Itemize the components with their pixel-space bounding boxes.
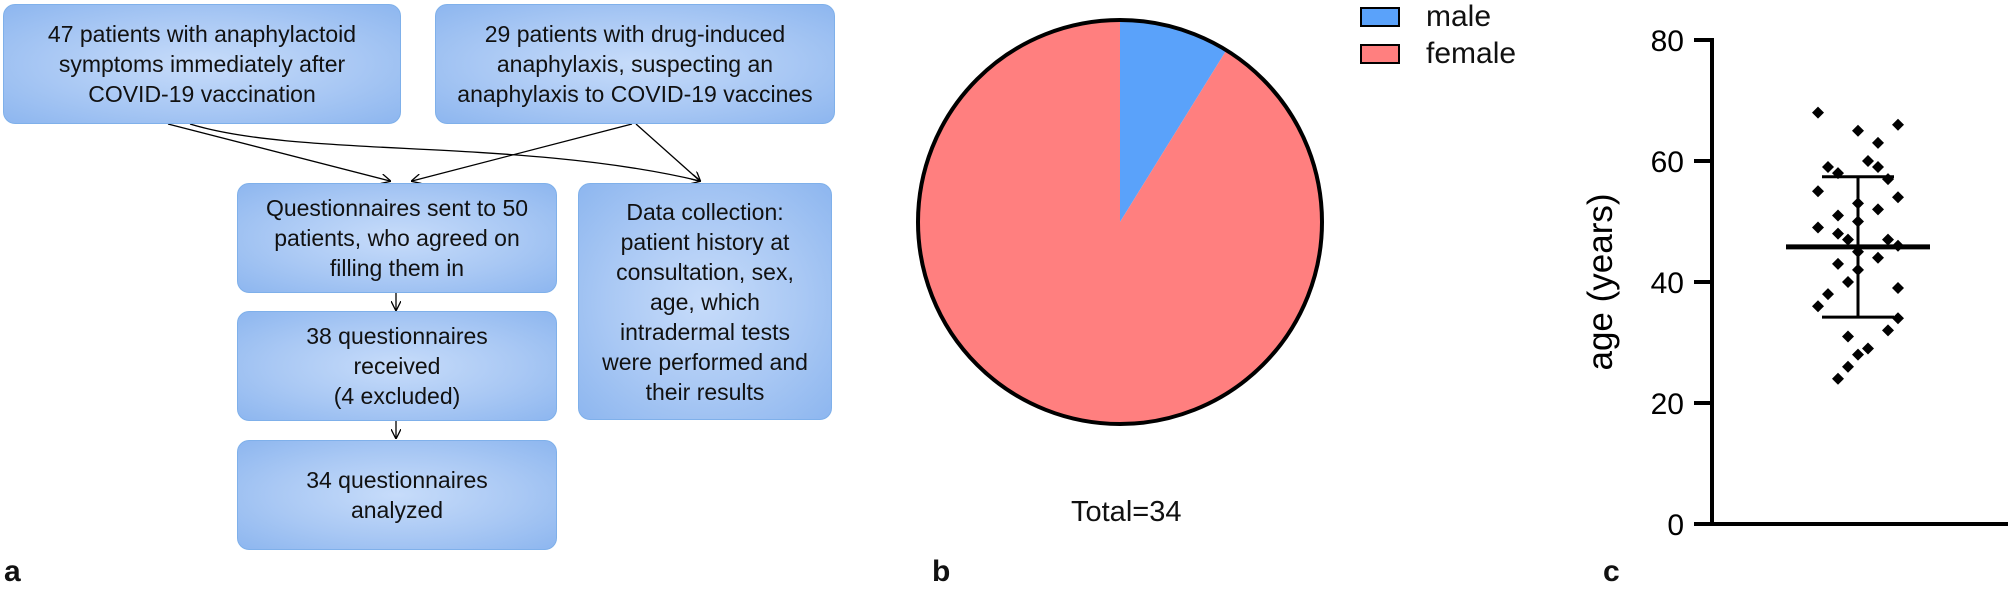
data-point — [1882, 324, 1894, 337]
legend-swatch-female — [1360, 44, 1400, 64]
arrow-box2-to-box4 — [635, 123, 700, 181]
data-point — [1832, 227, 1844, 240]
y-axis-label: age (years) — [1581, 193, 1620, 370]
panel-label-c: c — [1603, 555, 1620, 588]
arrow-box2-to-box3 — [412, 123, 633, 181]
data-point — [1872, 203, 1884, 216]
pie-slice-female — [918, 20, 1322, 425]
data-point — [1842, 360, 1854, 373]
legend-item-female: female — [1360, 37, 1516, 71]
data-point — [1812, 106, 1824, 119]
panel-label-a: a — [4, 555, 21, 588]
data-point — [1812, 221, 1824, 234]
data-point — [1892, 191, 1904, 204]
legend-label-male: male — [1426, 0, 1492, 33]
data-point — [1872, 251, 1884, 264]
data-point — [1892, 312, 1904, 325]
y-tick-label-40: 40 — [1651, 267, 1684, 300]
y-tick-label-0: 0 — [1667, 509, 1684, 542]
flow-box-questionnaires-analyzed: 34 questionnaires analyzed — [237, 440, 557, 550]
y-tick-label-80: 80 — [1651, 25, 1684, 58]
flow-box-questionnaires-sent: Questionnaires sent to 50 patients, who … — [237, 183, 557, 293]
data-point — [1812, 185, 1824, 198]
data-point — [1882, 173, 1894, 186]
data-point — [1892, 118, 1904, 131]
data-point — [1872, 136, 1884, 149]
data-point — [1822, 288, 1834, 301]
data-point — [1852, 124, 1864, 137]
data-point — [1822, 161, 1834, 174]
pie-total-annotation: Total=34 — [1071, 496, 1182, 528]
flow-box-drug-induced-patients: 29 patients with drug-induced anaphylaxi… — [435, 4, 835, 124]
data-point — [1862, 155, 1874, 167]
data-point — [1882, 233, 1894, 246]
data-point — [1872, 161, 1884, 174]
arrow-box1-to-box3 — [167, 123, 390, 181]
data-point — [1842, 233, 1854, 246]
data-point — [1832, 257, 1844, 270]
pie-outline — [916, 18, 1324, 426]
data-point — [1842, 330, 1854, 343]
legend-item-male: male — [1360, 0, 1491, 34]
y-tick-label-60: 60 — [1651, 146, 1684, 179]
data-point — [1842, 276, 1854, 288]
pie-slice-male — [1120, 20, 1227, 222]
data-point — [1892, 282, 1904, 295]
flow-box-anaphylactoid-patients: 47 patients with anaphylactoid symptoms … — [3, 4, 401, 124]
flow-box-questionnaires-received: 38 questionnaires received (4 excluded) — [237, 311, 557, 421]
legend-swatch-male — [1360, 7, 1400, 27]
data-point — [1862, 342, 1874, 355]
arrow-box1-to-box4 — [189, 123, 700, 181]
legend-label-female: female — [1426, 37, 1517, 70]
y-tick-label-20: 20 — [1651, 388, 1684, 421]
panel-label-b: b — [932, 555, 951, 588]
data-point — [1812, 300, 1824, 313]
data-point — [1852, 348, 1864, 361]
data-point — [1832, 209, 1844, 222]
flow-box-data-collection: Data collection: patient history at cons… — [578, 183, 832, 420]
data-point — [1832, 372, 1844, 385]
